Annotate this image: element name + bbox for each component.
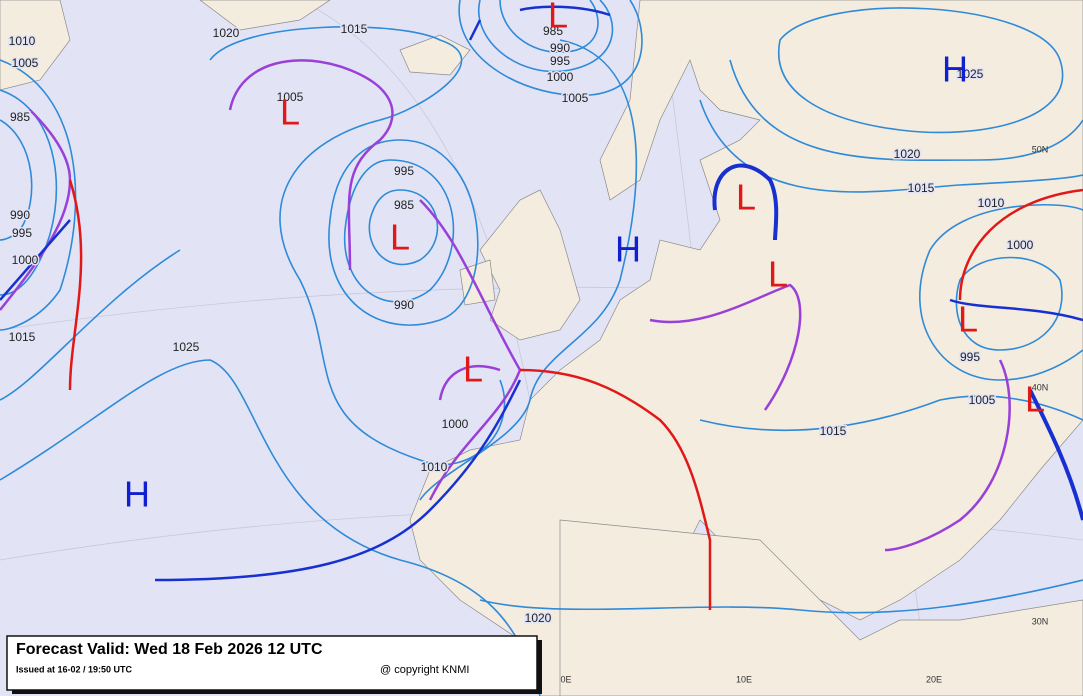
isobar-label: 1005 xyxy=(12,56,39,70)
isobar-label: 985 xyxy=(543,24,563,38)
isobar-label: 995 xyxy=(550,54,570,68)
isobar-label: 990 xyxy=(550,41,570,55)
isobar-label: 1005 xyxy=(969,393,996,407)
isobar-label: 995 xyxy=(960,350,980,364)
isobar-label: 1025 xyxy=(173,340,200,354)
low-pressure: L xyxy=(958,299,978,340)
graticule-label: 10E xyxy=(736,674,752,684)
graticule-label: 30N xyxy=(1032,616,1049,626)
isobar-label: 1015 xyxy=(9,330,36,344)
copyright: @ copyright KNMI xyxy=(380,664,469,676)
isobar-label: 1015 xyxy=(820,424,847,438)
isobar-label: 1015 xyxy=(341,22,368,36)
low-pressure: L xyxy=(736,177,756,218)
low-pressure: L xyxy=(548,0,568,36)
isobar-label: 995 xyxy=(394,164,414,178)
isobar-label: 1005 xyxy=(277,90,304,104)
graticule-label: 50N xyxy=(1032,144,1049,154)
graticule-label: 20E xyxy=(926,674,942,684)
high-pressure: H xyxy=(942,49,968,90)
isobar-label: 1010 xyxy=(9,34,36,48)
high-pressure: H xyxy=(615,229,641,270)
isobar-label: 1020 xyxy=(525,611,552,625)
low-pressure: L xyxy=(768,254,788,295)
isobar-label: 995 xyxy=(12,226,32,240)
isobar-label: 985 xyxy=(10,110,30,124)
isobar-label: 1000 xyxy=(12,253,39,267)
low-pressure: L xyxy=(1025,379,1045,420)
isobar-label: 1010 xyxy=(978,196,1005,210)
isobar-label: 1010 xyxy=(421,460,448,474)
isobar-label: 1000 xyxy=(1007,238,1034,252)
legend-title: Forecast Valid: Wed 18 Feb 2026 12 UTC xyxy=(16,641,323,658)
graticule-label: 40N xyxy=(1032,382,1049,392)
isobar-label: 990 xyxy=(10,208,30,222)
isobar-label: 1000 xyxy=(442,417,469,431)
low-pressure: L xyxy=(390,217,410,258)
isobar-label: 1025 xyxy=(957,67,984,81)
isobar-label: 1015 xyxy=(908,181,935,195)
graticule-label: 0E xyxy=(560,674,571,684)
isobar-label: 1020 xyxy=(213,26,240,40)
isobar-label: 985 xyxy=(394,198,414,212)
issued-time: Issued at 16-02 / 19:50 UTC xyxy=(16,664,133,674)
high-pressure: H xyxy=(124,474,150,515)
fronts xyxy=(0,5,1083,610)
isobar-label: 1020 xyxy=(894,147,921,161)
low-pressure: L xyxy=(280,92,300,133)
isobar-label: 1005 xyxy=(562,91,589,105)
isobar-label: 1000 xyxy=(547,70,574,84)
low-pressure: L xyxy=(463,349,483,390)
legend: Forecast Valid: Wed 18 Feb 2026 12 UTC I… xyxy=(6,635,542,694)
isobar-label: 990 xyxy=(394,298,414,312)
